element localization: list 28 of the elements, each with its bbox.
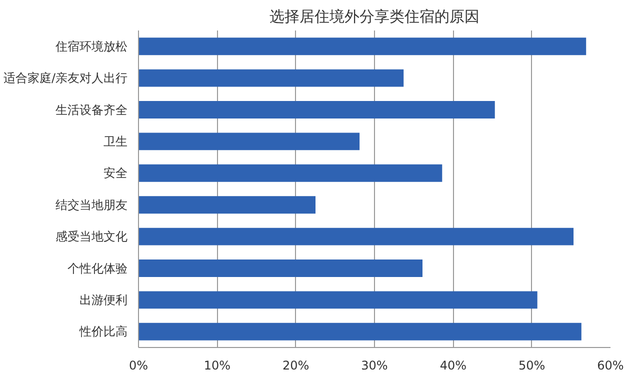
bar	[138, 69, 404, 87]
y-tick-label: 适合家庭/亲友对人出行	[3, 71, 128, 86]
x-tick-label: 10%	[204, 358, 231, 372]
x-tick-label: 40%	[440, 358, 467, 372]
x-tick-label: 60%	[597, 358, 624, 372]
y-tick-label: 卫生	[104, 134, 128, 148]
x-tick-label: 20%	[282, 358, 310, 372]
bar	[138, 38, 586, 56]
chart-title: 选择居住境外分享类住宿的原因	[270, 8, 480, 26]
bar	[138, 228, 574, 246]
x-tick-label: 0%	[128, 358, 148, 372]
y-tick-label: 出游便利	[80, 292, 128, 307]
bar	[138, 322, 582, 340]
bar	[138, 291, 538, 309]
y-tick-label: 个性化体验	[68, 261, 128, 276]
x-tick-label: 30%	[361, 358, 388, 372]
bar	[138, 196, 316, 214]
y-tick-label: 结交当地朋友	[56, 198, 128, 212]
bar	[138, 132, 360, 150]
bar	[138, 260, 422, 277]
y-tick-label: 感受当地文化	[56, 230, 128, 244]
y-tick-label: 安全	[104, 166, 128, 180]
x-tick-label: 50%	[518, 358, 546, 372]
bar	[138, 101, 495, 118]
bar	[138, 164, 442, 182]
y-tick-label: 生活设备齐全	[56, 102, 128, 117]
y-tick-label: 性价比高	[78, 324, 128, 339]
y-tick-label: 住宿环境放松	[54, 39, 128, 54]
